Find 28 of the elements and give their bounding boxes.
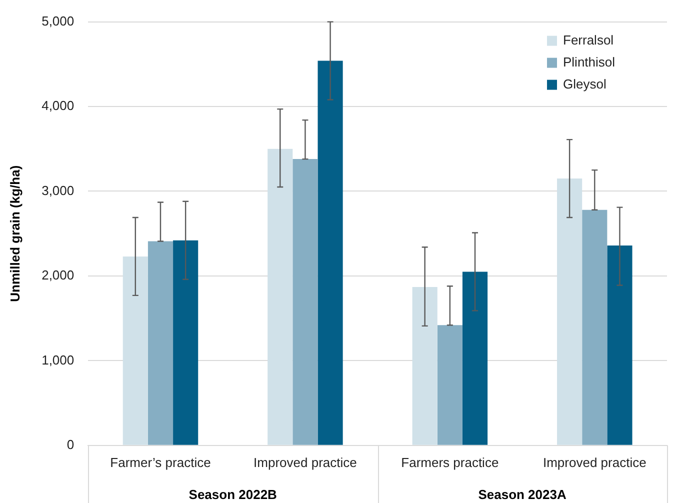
y-axis-title: Unmilled grain (kg/ha) [7, 165, 22, 302]
y-tick-label: 3,000 [42, 182, 74, 198]
bar [437, 325, 462, 445]
y-tick-label: 2,000 [42, 268, 74, 283]
x-tick-label: Improved practice [542, 454, 646, 470]
bar [462, 272, 488, 445]
y-tick-label: 0 [66, 436, 74, 452]
y-tick-label: 5,000 [42, 13, 74, 28]
y-tick-label: 1,000 [42, 352, 74, 368]
x-tick-label: Farmers practice [401, 454, 499, 470]
bar [607, 245, 632, 445]
x-tick-label: Improved practice [254, 454, 357, 470]
text: Season 2023A [478, 487, 567, 502]
legend-label: Ferralsol [563, 32, 614, 48]
legend-label: Plinthisol [563, 54, 616, 70]
bar [292, 159, 318, 445]
text: Season 2022B [188, 487, 277, 502]
y-tick-label: 4,000 [42, 98, 74, 114]
bar [412, 286, 438, 445]
bar [582, 210, 608, 445]
bar [148, 241, 174, 445]
legend-label: Gleysol [563, 76, 606, 92]
bar [318, 60, 343, 445]
bar [173, 240, 198, 445]
x-tick-label: Farmer’s practice [110, 454, 211, 470]
bar [557, 178, 582, 445]
bar [268, 148, 293, 445]
bar [122, 256, 148, 445]
